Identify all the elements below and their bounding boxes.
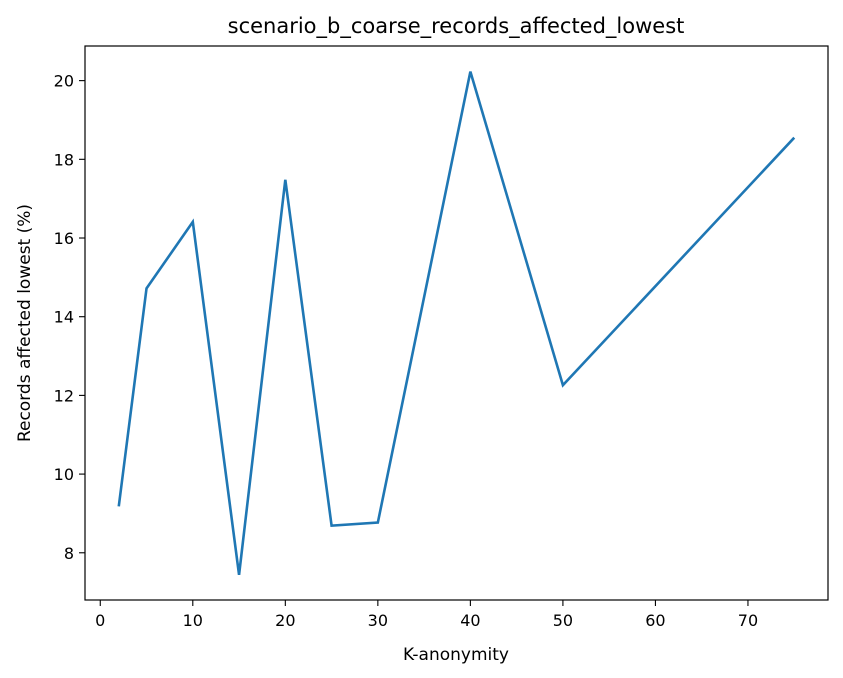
plot-area — [117, 71, 796, 575]
x-tick-label: 40 — [460, 611, 480, 630]
x-tick-label: 50 — [553, 611, 573, 630]
series-line — [117, 71, 796, 575]
x-tick-label: 10 — [183, 611, 203, 630]
y-axis-label: Records affected lowest (%) — [15, 204, 35, 442]
x-axis-label: K-anonymity — [403, 645, 509, 665]
chart-title: scenario_b_coarse_records_affected_lowes… — [228, 14, 685, 39]
x-tick-label: 20 — [275, 611, 295, 630]
x-axis: 0 10 20 30 40 50 60 70 — [95, 600, 758, 630]
y-tick-label: 8 — [64, 544, 74, 563]
x-tick-label: 30 — [368, 611, 388, 630]
plot-frame — [84, 45, 829, 601]
x-tick-label: 70 — [738, 611, 758, 630]
y-tick-label: 18 — [54, 150, 74, 169]
y-tick-label: 16 — [54, 229, 74, 248]
y-tick-label: 20 — [54, 72, 74, 91]
y-tick-label: 14 — [54, 308, 74, 327]
y-tick-label: 10 — [54, 465, 74, 484]
x-tick-label: 0 — [95, 611, 105, 630]
x-tick-label: 60 — [645, 611, 665, 630]
y-axis: 8 10 12 14 16 18 20 — [54, 72, 85, 563]
y-tick-label: 12 — [54, 386, 74, 405]
